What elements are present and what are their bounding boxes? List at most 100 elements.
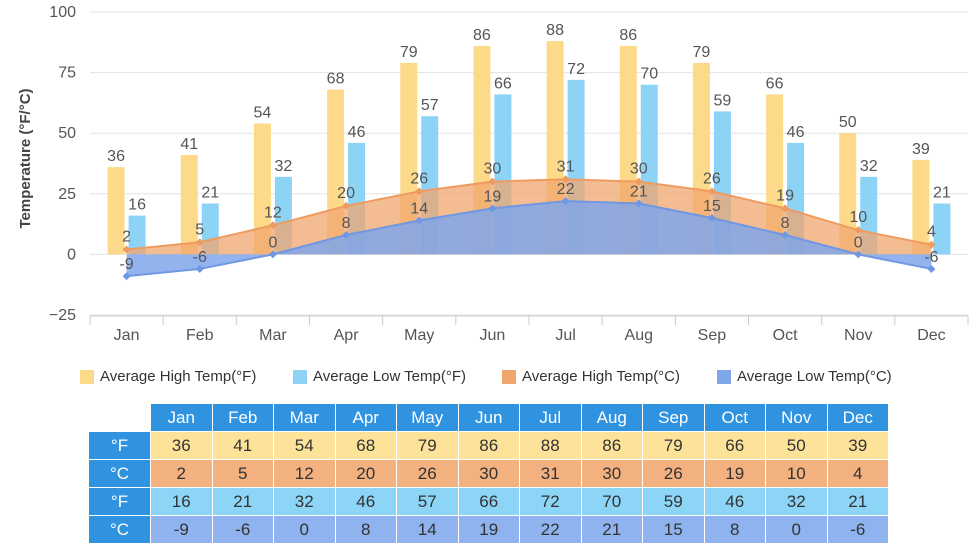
table-cell: -6	[212, 516, 273, 543]
legend-item-high-f[interactable]: Average High Temp(°F)	[80, 368, 256, 385]
y-tick-label: 100	[49, 4, 76, 21]
table-cell: 72	[520, 488, 581, 515]
table-cell: 22	[520, 516, 581, 543]
data-label-low-c: 14	[410, 200, 428, 217]
data-label-high-f: 39	[912, 141, 930, 158]
table-row-low-f: °F 16 21 32 46 57 66 72 70 59 46 32 21	[89, 488, 888, 515]
x-tick-label: Jun	[480, 327, 506, 344]
table-month-header: Jan	[151, 404, 212, 431]
marker-high-c	[927, 240, 936, 249]
table-cell: 16	[151, 488, 212, 515]
legend-swatch-high-f	[80, 369, 94, 384]
table-month-header: Dec	[827, 404, 888, 431]
marker-high-c	[195, 238, 204, 247]
table-cell: 30	[581, 460, 642, 487]
data-label-high-f: 79	[693, 44, 711, 61]
data-label-low-f: 70	[640, 66, 658, 83]
data-label-low-c: -6	[924, 249, 938, 266]
x-tick-label: Sep	[698, 327, 727, 344]
data-label-low-f: 16	[128, 197, 146, 214]
table-row-unit: °F	[89, 488, 150, 515]
data-label-low-f: 57	[421, 97, 439, 114]
marker-low-c	[488, 204, 497, 213]
table-cell: 21	[212, 488, 273, 515]
table-month-header: May	[397, 404, 458, 431]
data-label-high-f: 36	[107, 148, 125, 165]
data-label-low-f: 46	[348, 124, 366, 141]
table-cell: 70	[581, 488, 642, 515]
legend-item-high-c[interactable]: Average High Temp(°C)	[502, 368, 680, 385]
x-tick-label: May	[404, 327, 434, 344]
legend-label-high-c: Average High Temp(°C)	[522, 368, 681, 385]
marker-low-c	[561, 197, 570, 206]
table-month-header: Mar	[274, 404, 335, 431]
marker-low-c	[781, 231, 790, 240]
data-label-high-c: 19	[776, 187, 794, 204]
data-label-high-c: 31	[557, 158, 575, 175]
table-cell: 21	[581, 516, 642, 543]
y-tick-label: 50	[58, 125, 76, 142]
table-cell: 26	[397, 460, 458, 487]
data-label-low-f: 72	[567, 61, 585, 78]
table-cell: 20	[335, 460, 396, 487]
y-tick-label: −25	[49, 307, 76, 324]
data-label-low-f: 59	[714, 92, 732, 109]
table-month-header: Apr	[335, 404, 396, 431]
table-cell: 8	[335, 516, 396, 543]
x-tick-label: Feb	[186, 327, 214, 344]
data-label-low-c: 21	[630, 183, 648, 200]
table-header-row: Jan Feb Mar Apr May Jun Jul Aug Sep Oct …	[89, 404, 888, 431]
table-month-header: Nov	[766, 404, 827, 431]
table-cell: 66	[458, 488, 519, 515]
table-row-low-c: °C -9 -6 0 8 14 19 22 21 15 8 0 -6	[89, 516, 888, 543]
table-cell: 19	[704, 460, 765, 487]
data-label-high-c: 12	[264, 204, 282, 221]
bar-high-f	[912, 159, 930, 255]
data-label-high-f: 88	[546, 22, 564, 39]
line-high-c	[126, 178, 932, 251]
data-label-high-c: 30	[484, 161, 502, 178]
table-cell: 66	[704, 432, 765, 459]
y-tick-label: 0	[67, 246, 76, 263]
marker-low-c	[927, 264, 936, 273]
bar-low-f	[128, 215, 146, 255]
marker-high-c	[415, 187, 424, 196]
data-label-high-f: 66	[766, 75, 784, 92]
marker-low-c	[415, 216, 424, 225]
legend-item-low-f[interactable]: Average Low Temp(°F)	[293, 368, 466, 385]
table-cell: 86	[458, 432, 519, 459]
data-label-high-f: 50	[839, 114, 857, 131]
table-month-header: Jul	[520, 404, 581, 431]
table-row-unit: °C	[89, 516, 150, 543]
table-row-high-c: °C 2 5 12 20 26 30 31 30 26 19 10 4	[89, 460, 888, 487]
bar-low-f	[933, 203, 951, 255]
legend-label-low-f: Average Low Temp(°F)	[313, 368, 467, 385]
x-tick-label: Apr	[334, 327, 360, 344]
table-cell: 32	[766, 488, 827, 515]
data-label-low-f: 21	[201, 184, 219, 201]
legend-swatch-high-c	[502, 369, 516, 384]
table-row-unit: °C	[89, 460, 150, 487]
data-label-high-f: 41	[180, 136, 198, 153]
table-cell: 54	[274, 432, 335, 459]
table-cell: 79	[397, 432, 458, 459]
marker-low-c	[268, 250, 277, 259]
x-tick-label: Oct	[773, 327, 798, 344]
marker-high-c	[854, 226, 863, 235]
table-cell: 32	[274, 488, 335, 515]
table-cell: 30	[458, 460, 519, 487]
table-cell: 19	[458, 516, 519, 543]
data-label-high-c: 10	[849, 209, 867, 226]
marker-high-c	[268, 221, 277, 230]
data-label-low-f: 21	[933, 184, 951, 201]
legend-swatch-low-c	[717, 369, 731, 384]
legend-label-low-c: Average Low Temp(°C)	[737, 368, 892, 385]
table-cell: 5	[212, 460, 273, 487]
legend-item-low-c[interactable]: Average Low Temp(°C)	[717, 368, 892, 385]
table-cell: 8	[704, 516, 765, 543]
data-label-high-f: 86	[473, 27, 491, 44]
table-row-unit: °F	[89, 432, 150, 459]
marker-low-c	[122, 272, 131, 281]
marker-low-c	[195, 264, 204, 273]
bar-high-f	[253, 123, 271, 255]
